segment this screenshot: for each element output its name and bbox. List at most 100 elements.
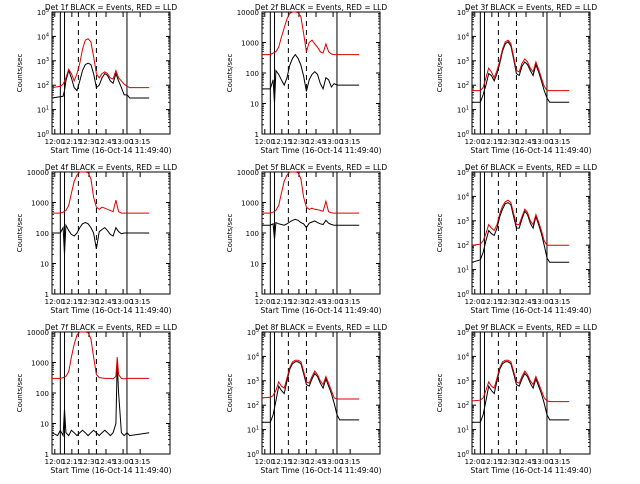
lld-series-line [471, 359, 570, 403]
x-tick-label: 12:45 [516, 298, 536, 306]
y-tick-label: 101 [37, 106, 49, 115]
x-tick-label: 12:15 [482, 138, 502, 146]
x-axis-label: Start Time (16-Oct-14 11:49:40) [470, 306, 591, 315]
x-tick-label: 13:15 [340, 458, 360, 466]
x-axis-label: Start Time (16-Oct-14 11:49:40) [260, 466, 381, 475]
det6-panel: 10010110210310410512:0012:1512:3012:4513… [436, 163, 597, 315]
y-tick-label: 104 [247, 352, 259, 361]
x-tick-label: 13:15 [550, 138, 570, 146]
y-tick-label: 100 [457, 450, 469, 459]
x-tick-label: 12:00 [255, 298, 275, 306]
y-tick-label: 102 [247, 401, 259, 410]
y-tick-label: 100 [246, 230, 259, 238]
y-tick-label: 102 [457, 81, 469, 90]
x-tick-label: 12:15 [62, 138, 82, 146]
x-tick-label: 12:45 [96, 298, 116, 306]
plot-frame [261, 11, 381, 135]
y-tick-label: 10 [40, 261, 49, 269]
y-tick-label: 100 [36, 230, 49, 238]
x-tick-label: 12:45 [516, 138, 536, 146]
x-tick-label: 13:15 [130, 298, 150, 306]
events-series-line [51, 62, 150, 99]
x-tick-label: 13:00 [533, 138, 553, 146]
plot-frame [471, 11, 591, 135]
y-axis-label: Counts/sec [226, 54, 234, 93]
y-tick-label: 10000 [27, 169, 49, 177]
x-tick-label: 13:15 [550, 458, 570, 466]
x-tick-label: 12:00 [465, 298, 485, 306]
x-tick-label: 13:00 [533, 458, 553, 466]
x-tick-label: 12:15 [272, 298, 292, 306]
lld-series-line [262, 11, 360, 56]
x-tick-label: 12:00 [45, 138, 65, 146]
x-tick-label: 13:00 [533, 298, 553, 306]
det1-panel: 10010110210310410512:0012:1512:3012:4513… [16, 3, 177, 155]
panel-title: Det 6f BLACK = Events, RED = LLD [465, 163, 598, 172]
events-series-line [472, 41, 570, 103]
y-axis-label: Counts/sec [16, 214, 24, 253]
events-series-line [52, 222, 150, 255]
lld-series-line [52, 171, 150, 214]
y-tick-label: 105 [37, 8, 49, 17]
x-tick-label: 13:15 [340, 138, 360, 146]
panel-title: Det 7f BLACK = Events, RED = LLD [45, 323, 178, 332]
x-tick-label: 12:45 [96, 458, 116, 466]
y-tick-label: 104 [457, 32, 469, 41]
y-tick-label: 10 [40, 421, 49, 429]
x-axis-label: Start Time (16-Oct-14 11:49:40) [50, 306, 171, 315]
det5-panel: 1 10 100 1000 10000 12:0012:1512:3012:4513:00… [226, 163, 387, 315]
x-tick-label: 12:45 [306, 298, 326, 306]
y-axis-label: Counts/sec [436, 54, 444, 93]
x-tick-label: 12:00 [465, 458, 485, 466]
y-tick-label: 105 [457, 8, 469, 17]
lld-series-line [472, 39, 570, 92]
y-tick-label: 10 [250, 261, 259, 269]
plot-frame [261, 331, 381, 455]
x-tick-label: 13:00 [113, 298, 133, 306]
panel-title: Det 2f BLACK = Events, RED = LLD [255, 3, 388, 12]
lld-series-line [471, 199, 570, 246]
x-axis-label: Start Time (16-Oct-14 11:49:40) [50, 146, 171, 155]
lld-series-line [52, 331, 150, 380]
x-tick-label: 12:30 [289, 458, 309, 466]
y-tick-label: 101 [457, 426, 469, 435]
y-tick-label: 1 [255, 291, 259, 299]
x-tick-label: 12:00 [45, 298, 65, 306]
x-tick-label: 13:00 [113, 138, 133, 146]
x-tick-label: 12:00 [465, 138, 485, 146]
plot-frame [471, 331, 591, 455]
panel-title: Det 9f BLACK = Events, RED = LLD [465, 323, 598, 332]
y-tick-label: 100 [457, 290, 469, 299]
x-tick-label: 12:30 [79, 138, 99, 146]
y-tick-label: 10 [250, 101, 259, 109]
y-tick-label: 104 [457, 352, 469, 361]
x-tick-label: 13:00 [323, 298, 343, 306]
y-tick-label: 10000 [237, 9, 259, 17]
y-axis-label: Counts/sec [436, 374, 444, 413]
y-tick-label: 101 [247, 426, 259, 435]
y-axis-label: Counts/sec [226, 374, 234, 413]
x-tick-label: 12:30 [499, 458, 519, 466]
panel-title: Det 8f BLACK = Events, RED = LLD [255, 323, 388, 332]
x-axis-label: Start Time (16-Oct-14 11:49:40) [50, 466, 171, 475]
events-series-line [262, 361, 360, 423]
det9-panel: 10010110210310410512:0012:1512:3012:4513… [436, 323, 597, 475]
plot-frame [471, 171, 591, 295]
plot-frame [51, 171, 171, 295]
events-series-line [471, 202, 570, 263]
y-tick-label: 104 [37, 32, 49, 41]
y-tick-label: 10000 [237, 169, 259, 177]
det3-panel: 10010110210310410512:0012:1512:3012:4513… [436, 3, 597, 155]
y-tick-label: 102 [457, 401, 469, 410]
y-tick-label: 102 [457, 241, 469, 250]
panel-title: Det 4f BLACK = Events, RED = LLD [45, 163, 178, 172]
x-axis-label: Start Time (16-Oct-14 11:49:40) [260, 306, 381, 315]
x-tick-label: 12:15 [62, 458, 82, 466]
x-tick-label: 12:30 [499, 138, 519, 146]
y-tick-label: 101 [457, 106, 469, 115]
x-tick-label: 12:30 [289, 138, 309, 146]
det4-panel: 1 10 100 1000 10000 12:0012:1512:3012:4513:00… [16, 163, 177, 315]
events-series-line [51, 362, 150, 438]
y-tick-label: 1000 [31, 200, 49, 208]
